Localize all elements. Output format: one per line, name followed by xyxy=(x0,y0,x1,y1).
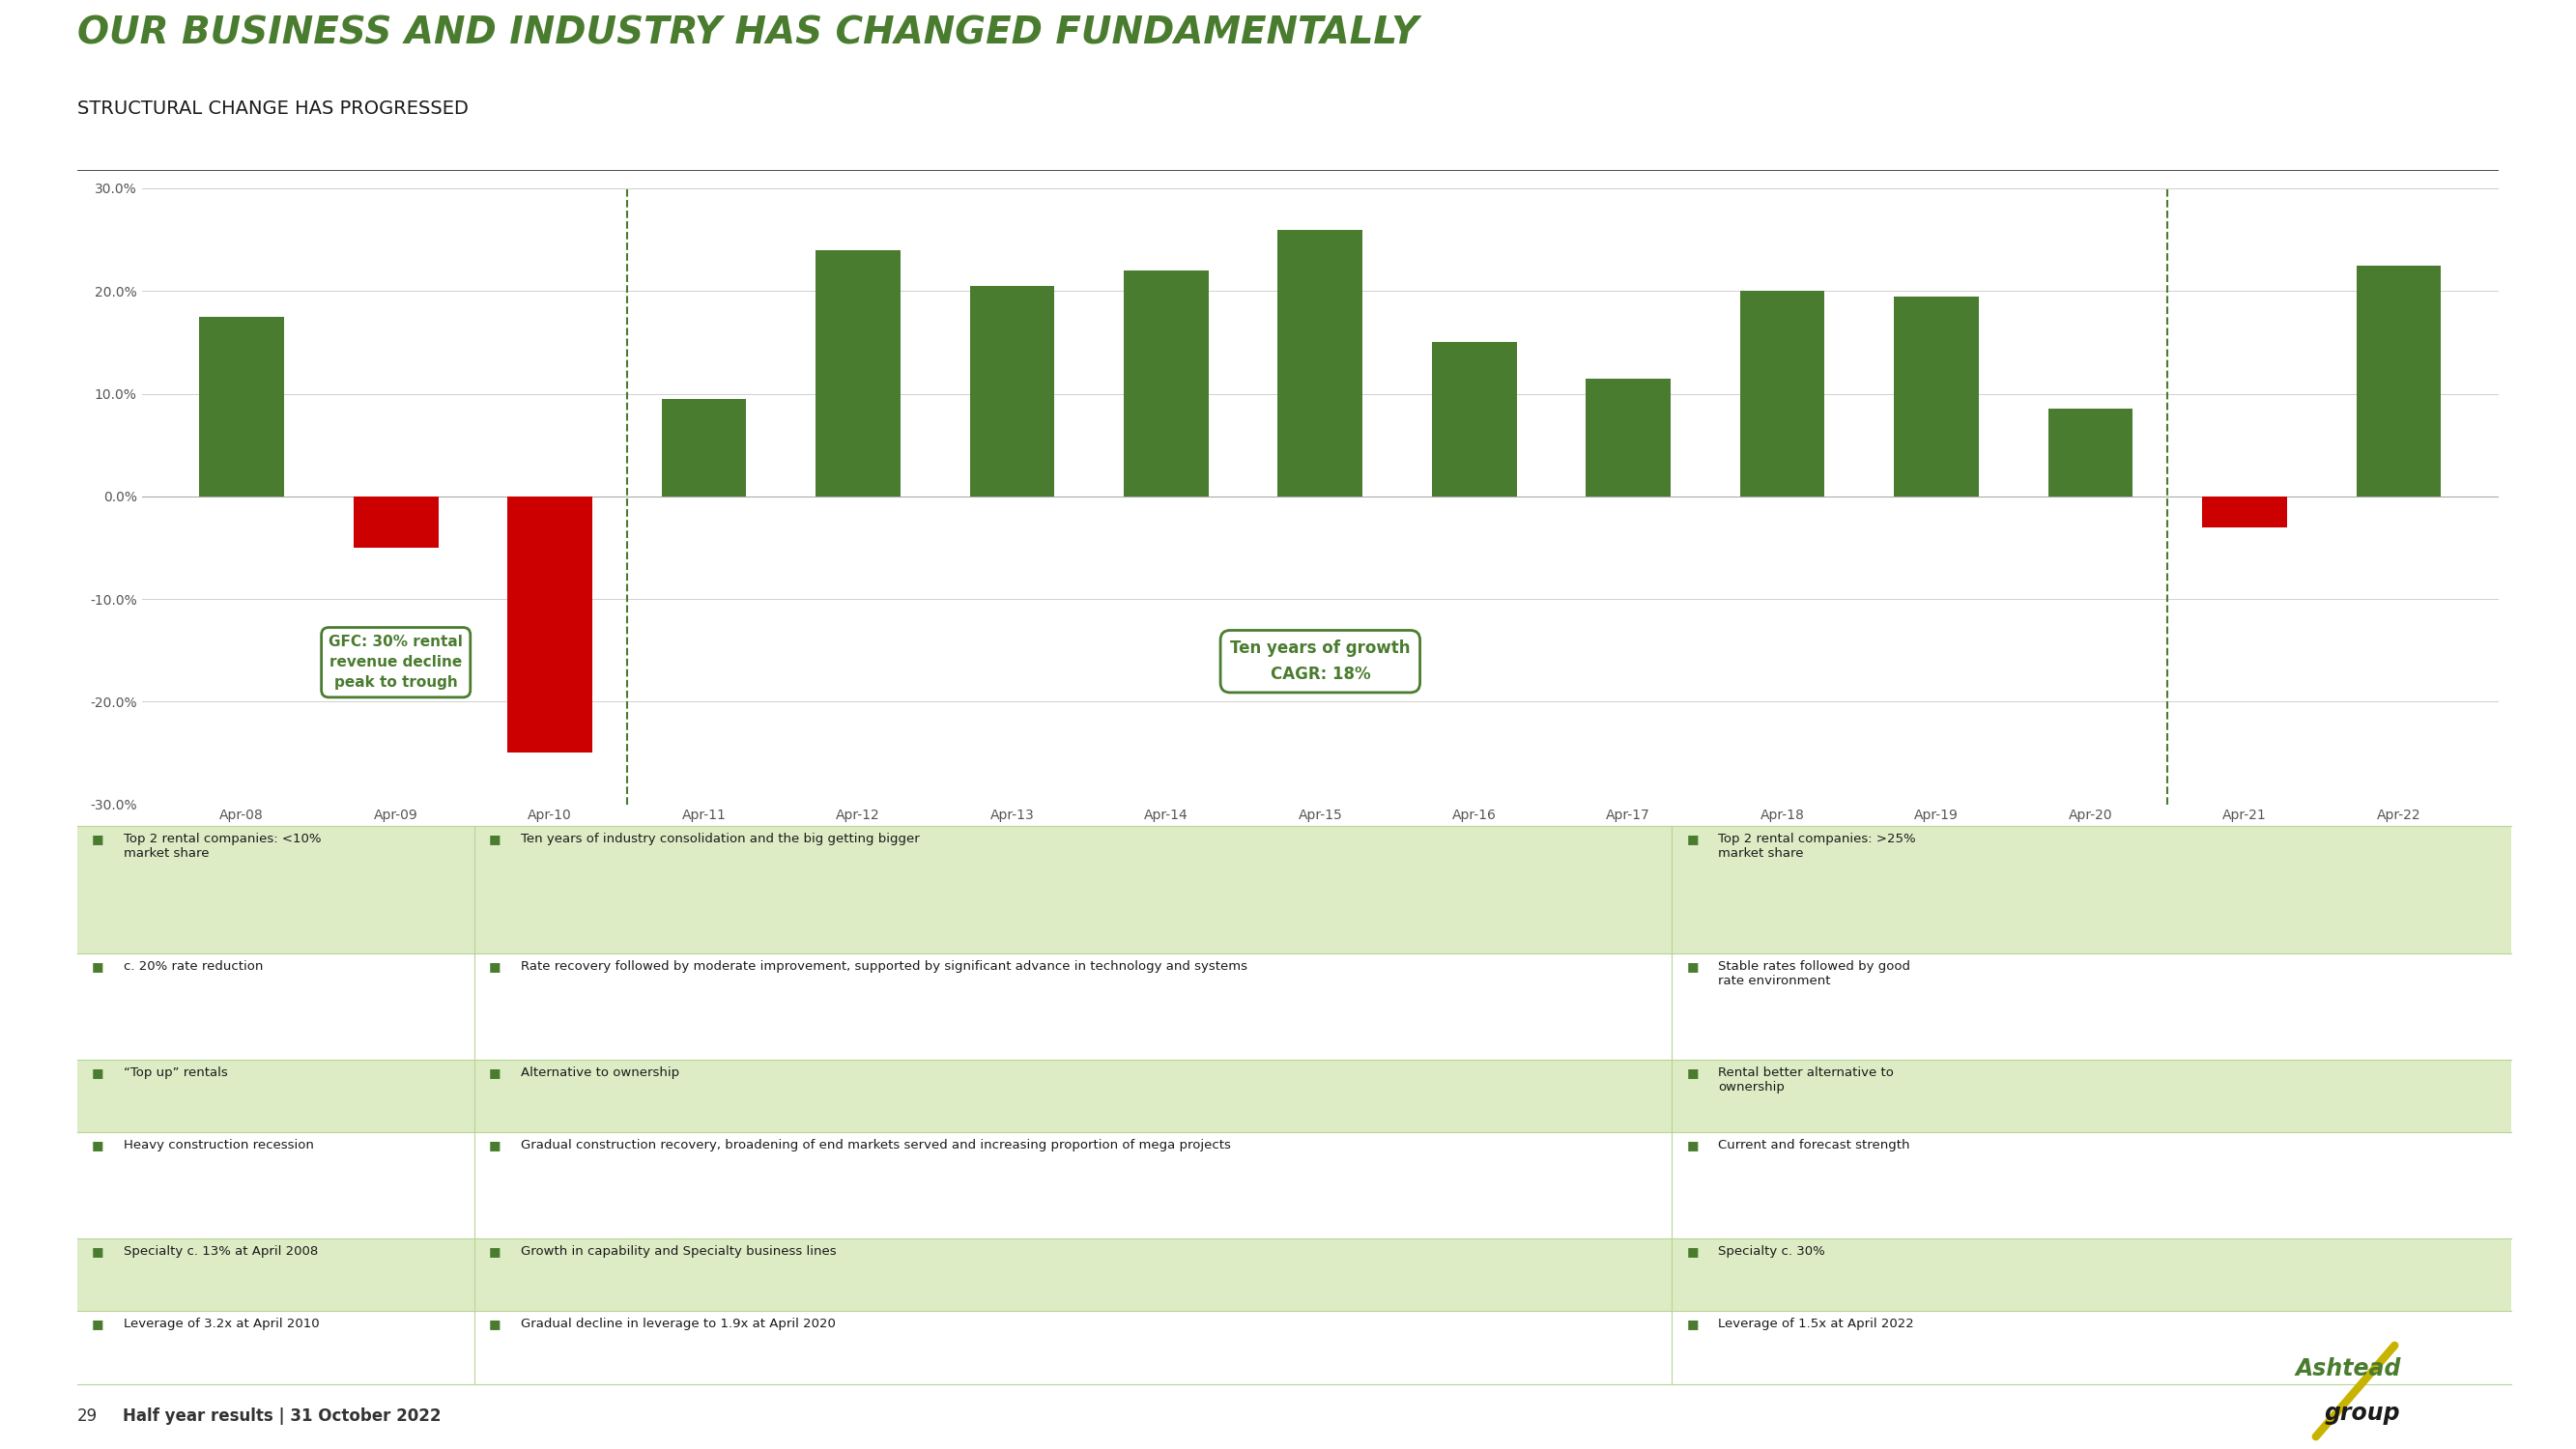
Text: ■: ■ xyxy=(489,1317,500,1330)
Text: GFC: 30% rental
revenue decline
peak to trough: GFC: 30% rental revenue decline peak to … xyxy=(330,635,464,690)
Text: 29: 29 xyxy=(77,1408,98,1426)
Text: STRUCTURAL CHANGE HAS PROGRESSED: STRUCTURAL CHANGE HAS PROGRESSED xyxy=(77,100,469,119)
Text: Heavy construction recession: Heavy construction recession xyxy=(124,1139,314,1152)
Bar xyxy=(474,1132,1672,1239)
Text: ■: ■ xyxy=(489,1066,500,1078)
Text: ■: ■ xyxy=(1687,1066,1698,1078)
Bar xyxy=(1672,826,2512,953)
Bar xyxy=(1587,378,1672,496)
Text: ■: ■ xyxy=(1687,833,1698,845)
Text: Top 2 rental companies: >25%
market share: Top 2 rental companies: >25% market shar… xyxy=(1718,833,1917,859)
Text: Alternative to ownership: Alternative to ownership xyxy=(520,1066,680,1078)
Text: c. 20% rate reduction: c. 20% rate reduction xyxy=(124,961,263,972)
Text: Leverage of 3.2x at April 2010: Leverage of 3.2x at April 2010 xyxy=(124,1317,319,1330)
Bar xyxy=(77,1132,474,1239)
Text: Top 2 rental companies: <10%
market share: Top 2 rental companies: <10% market shar… xyxy=(124,833,322,859)
Bar xyxy=(507,496,592,753)
Bar xyxy=(2357,265,2442,496)
Bar xyxy=(1278,229,1363,496)
Bar xyxy=(662,398,747,496)
Text: ■: ■ xyxy=(93,1245,103,1258)
Bar xyxy=(474,1311,1672,1384)
Text: Gradual construction recovery, broadening of end markets served and increasing p: Gradual construction recovery, broadenin… xyxy=(520,1139,1231,1152)
Bar xyxy=(353,496,438,548)
Text: Growth in capability and Specialty business lines: Growth in capability and Specialty busin… xyxy=(520,1245,837,1258)
Text: ■: ■ xyxy=(489,833,500,845)
Text: ■: ■ xyxy=(93,833,103,845)
Text: “Top up” rentals: “Top up” rentals xyxy=(124,1066,227,1078)
Text: ■: ■ xyxy=(489,1139,500,1152)
Text: Gradual decline in leverage to 1.9x at April 2020: Gradual decline in leverage to 1.9x at A… xyxy=(520,1317,835,1330)
Bar xyxy=(1432,342,1517,496)
Text: ■: ■ xyxy=(489,1245,500,1258)
Text: Leverage of 1.5x at April 2022: Leverage of 1.5x at April 2022 xyxy=(1718,1317,1914,1330)
Text: ■: ■ xyxy=(93,1317,103,1330)
Bar xyxy=(77,1311,474,1384)
Bar xyxy=(1672,953,2512,1059)
Bar xyxy=(969,285,1054,496)
Text: Rate recovery followed by moderate improvement, supported by significant advance: Rate recovery followed by moderate impro… xyxy=(520,961,1247,972)
Text: ■: ■ xyxy=(1687,1317,1698,1330)
Bar xyxy=(77,1239,474,1311)
Bar xyxy=(1739,291,1824,496)
Text: group: group xyxy=(2324,1401,2401,1424)
Bar xyxy=(474,953,1672,1059)
Text: Ten years of growth
CAGR: 18%: Ten years of growth CAGR: 18% xyxy=(1231,640,1409,682)
Text: ■: ■ xyxy=(1687,1139,1698,1152)
Text: ■: ■ xyxy=(1687,961,1698,972)
Bar xyxy=(77,826,474,953)
Bar xyxy=(1672,1239,2512,1311)
Text: Half year results | 31 October 2022: Half year results | 31 October 2022 xyxy=(124,1408,440,1426)
Bar xyxy=(474,826,1672,953)
Text: Ten years of industry consolidation and the big getting bigger: Ten years of industry consolidation and … xyxy=(520,833,920,845)
Text: ■: ■ xyxy=(489,961,500,972)
Bar xyxy=(1893,296,1978,496)
Bar xyxy=(474,1239,1672,1311)
Bar xyxy=(1672,1132,2512,1239)
Text: ■: ■ xyxy=(93,961,103,972)
Bar xyxy=(1672,1059,2512,1132)
Bar xyxy=(1672,1311,2512,1384)
Bar xyxy=(77,1059,474,1132)
Text: Stable rates followed by good
rate environment: Stable rates followed by good rate envir… xyxy=(1718,961,1911,987)
Text: Specialty c. 13% at April 2008: Specialty c. 13% at April 2008 xyxy=(124,1245,317,1258)
Text: Rental better alternative to
ownership: Rental better alternative to ownership xyxy=(1718,1066,1893,1093)
Text: Current and forecast strength: Current and forecast strength xyxy=(1718,1139,1909,1152)
Bar xyxy=(2202,496,2287,527)
Text: ■: ■ xyxy=(93,1139,103,1152)
Text: OUR BUSINESS AND INDUSTRY HAS CHANGED FUNDAMENTALLY: OUR BUSINESS AND INDUSTRY HAS CHANGED FU… xyxy=(77,14,1419,51)
Text: ■: ■ xyxy=(1687,1245,1698,1258)
Bar xyxy=(2048,409,2133,496)
Bar xyxy=(817,249,902,496)
Text: Specialty c. 30%: Specialty c. 30% xyxy=(1718,1245,1824,1258)
Text: Ashtead: Ashtead xyxy=(2295,1358,2401,1381)
Bar xyxy=(474,1059,1672,1132)
Text: ■: ■ xyxy=(93,1066,103,1078)
Bar xyxy=(77,953,474,1059)
Bar xyxy=(1123,271,1208,496)
Bar xyxy=(198,317,283,496)
